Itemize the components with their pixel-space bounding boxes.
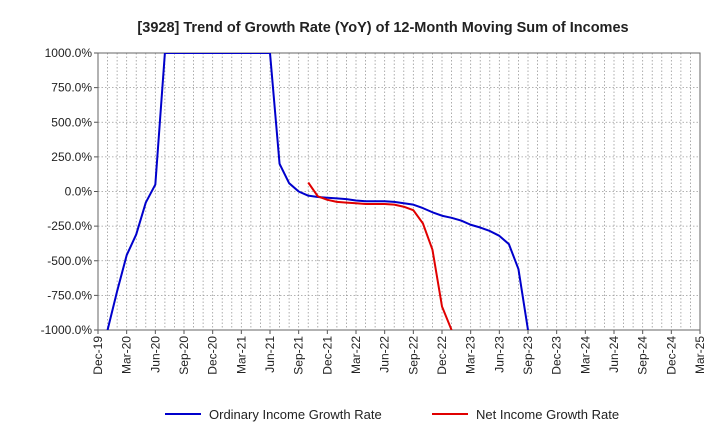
series-layer [106,53,529,330]
x-tick-label: Dec-20 [206,336,220,375]
x-tick-label: Jun-23 [492,336,506,373]
x-tick-label: Sep-21 [292,336,306,375]
y-tick-label: 1000.0% [45,46,93,60]
x-tick-label: Jun-22 [378,336,392,373]
x-tick-label: Mar-23 [464,336,478,374]
x-tick-label: Mar-22 [349,336,363,374]
legend-label: Net Income Growth Rate [476,407,619,422]
y-tick-label: 500.0% [51,115,92,129]
x-tick-label: Jun-20 [148,336,162,373]
y-tick-label: -250.0% [47,219,92,233]
y-tick-label: -1000.0% [41,323,93,337]
x-tick-label: Mar-20 [120,336,134,374]
x-tick-label: Jun-24 [607,336,621,373]
x-tick-label: Jun-21 [263,336,277,373]
x-tick-label: Sep-24 [636,336,650,375]
x-tick-label: Mar-25 [693,336,707,374]
series-line-ordinary-income [106,53,529,330]
x-tick-label: Dec-24 [664,336,678,375]
legend-label: Ordinary Income Growth Rate [209,407,382,422]
x-tick-label: Dec-19 [91,336,105,375]
y-tick-label: 0.0% [65,185,93,199]
axis-layer: 1000.0% 750.0% 500.0% 250.0% 0.0% -250.0% -500… [41,46,707,375]
legend: Ordinary Income Growth Rate Net Income Gr… [165,407,619,422]
x-tick-label: Dec-23 [550,336,564,375]
x-tick-label: Dec-21 [320,336,334,375]
grid-layer [97,52,701,331]
y-tick-label: -500.0% [47,254,92,268]
plot-frame [97,52,701,331]
x-tick-label: Dec-22 [435,336,449,375]
chart-title: [3928] Trend of Growth Rate (YoY) of 12-… [137,20,628,36]
y-tick-label: 750.0% [51,81,92,95]
x-tick-label: Sep-22 [406,336,420,375]
series-line-net-income [307,181,453,330]
y-tick-label: 250.0% [51,150,92,164]
x-tick-label: Sep-20 [177,336,191,375]
x-tick-label: Mar-21 [234,336,248,374]
x-tick-label: Mar-24 [578,336,592,374]
y-tick-label: -750.0% [47,288,92,302]
x-tick-label: Sep-23 [521,336,535,375]
